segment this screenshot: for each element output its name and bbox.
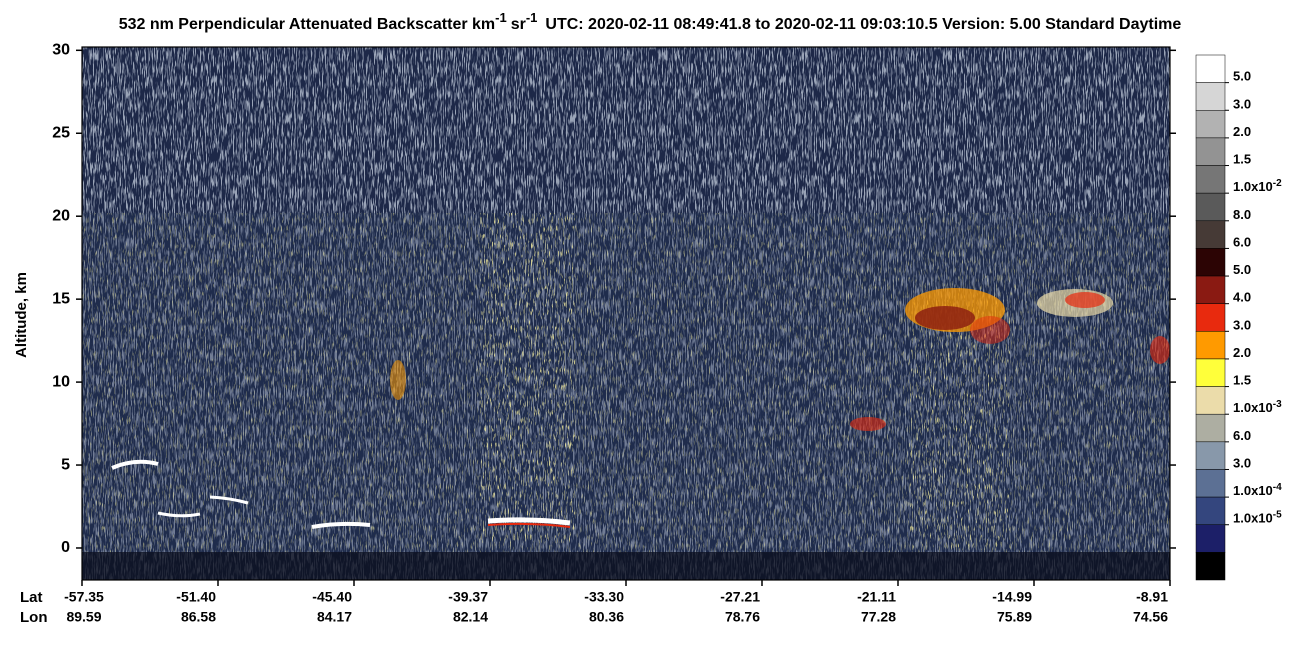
title-text: sr [511, 16, 526, 33]
colorbar-swatch [1195, 496, 1226, 525]
colorbar-swatch [1195, 54, 1226, 83]
x-tick-label: 82.14 [453, 609, 488, 625]
y-tick-label: 15 [52, 290, 70, 307]
colorbar: 5.03.02.01.51.0x10-28.06.05.04.03.02.01.… [1195, 54, 1282, 581]
y-tick-label: 20 [52, 207, 70, 224]
colorbar-label: 1.0x10-5 [1233, 509, 1282, 526]
colorbar-label: 5.0 [1233, 262, 1251, 277]
colorbar-label: 1.0x10-2 [1233, 178, 1282, 195]
colorbar-label-text: 6.0 [1233, 235, 1251, 250]
colorbar-label-text: 1.0x10 [1233, 484, 1273, 499]
x-tick-label: 77.28 [861, 609, 896, 625]
colorbar-swatch [1195, 165, 1226, 194]
colorbar-label-text: 6.0 [1233, 428, 1251, 443]
y-tick-label: 25 [52, 124, 70, 141]
y-tick-label: 30 [52, 42, 70, 59]
surface [82, 552, 1170, 580]
title-text: UTC: 2020-02-11 08:49:41.8 to 2020-02-11… [545, 16, 1181, 33]
x-row-name: Lon [20, 609, 48, 626]
colorbar-swatch [1195, 110, 1226, 139]
x-tick-label: 80.36 [589, 609, 624, 625]
x-tick-label: -45.40 [312, 589, 352, 605]
colorbar-label: 6.0 [1233, 428, 1251, 443]
x-tick-label: 78.76 [725, 609, 760, 625]
colorbar-label-text: 1.5 [1233, 373, 1251, 388]
colorbar-label-exponent: -2 [1273, 178, 1282, 189]
backscatter-image [82, 47, 1170, 580]
title-superscript: -1 [526, 10, 538, 25]
x-tick-label: -14.99 [992, 589, 1032, 605]
colorbar-label: 3.0 [1233, 318, 1251, 333]
colorbar-label-text: 1.5 [1233, 152, 1251, 167]
colorbar-label-text: 2.0 [1233, 345, 1251, 360]
x-tick-label: -33.30 [584, 589, 624, 605]
colorbar-swatch [1195, 303, 1226, 332]
colorbar-label-text: 2.0 [1233, 124, 1251, 139]
chart-title: 532 nm Perpendicular Attenuated Backscat… [119, 10, 1182, 33]
x-tick-label: -8.91 [1136, 589, 1168, 605]
colorbar-swatch [1195, 137, 1226, 166]
x-tick-label: -21.11 [857, 589, 896, 605]
colorbar-swatch [1195, 469, 1226, 498]
colorbar-label: 6.0 [1233, 235, 1251, 250]
x-tick-label: 74.56 [1133, 609, 1168, 625]
colorbar-swatch [1195, 275, 1226, 304]
colorbar-swatch [1195, 552, 1226, 581]
colorbar-label-text: 3.0 [1233, 318, 1251, 333]
y-tick-label: 0 [61, 539, 70, 556]
colorbar-label-text: 1.0x10 [1233, 511, 1273, 526]
colorbar-label: 1.0x10-3 [1233, 399, 1282, 416]
colorbar-label: 8.0 [1233, 207, 1251, 222]
colorbar-label-text: 3.0 [1233, 97, 1251, 112]
colorbar-swatch [1195, 386, 1226, 415]
colorbar-label-text: 1.0x10 [1233, 401, 1273, 416]
title-text: 532 nm Perpendicular Attenuated Backscat… [119, 16, 495, 33]
colorbar-swatch [1195, 248, 1226, 277]
x-tick-label: -27.21 [720, 589, 760, 605]
y-axis-label: Altitude, km [13, 272, 30, 358]
x-tick-label: -51.40 [176, 589, 216, 605]
x-tick-label: -57.35 [64, 589, 104, 605]
colorbar-swatch [1195, 331, 1226, 360]
x-tick-label: 84.17 [317, 609, 352, 625]
colorbar-label: 3.0 [1233, 456, 1251, 471]
colorbar-swatch [1195, 220, 1226, 249]
colorbar-label: 3.0 [1233, 97, 1251, 112]
y-tick-label: 10 [52, 373, 70, 390]
colorbar-label-text: 5.0 [1233, 262, 1251, 277]
colorbar-label: 2.0 [1233, 345, 1251, 360]
colorbar-label-text: 1.0x10 [1233, 180, 1273, 195]
colorbar-label-exponent: -4 [1273, 482, 1282, 493]
colorbar-label: 1.5 [1233, 152, 1251, 167]
colorbar-label-exponent: -5 [1273, 509, 1282, 520]
title-superscript: -1 [495, 10, 507, 25]
cloud [111, 288, 1170, 529]
colorbar-label: 1.0x10-4 [1233, 482, 1282, 499]
x-tick-label: 86.58 [181, 609, 216, 625]
colorbar-swatch [1195, 524, 1226, 553]
colorbar-label-text: 5.0 [1233, 69, 1251, 84]
colorbar-label-text: 8.0 [1233, 207, 1251, 222]
colorbar-label-exponent: -3 [1273, 399, 1282, 410]
colorbar-swatch [1195, 192, 1226, 222]
colorbar-swatch [1195, 413, 1226, 443]
colorbar-swatch [1195, 82, 1226, 111]
colorbar-label: 5.0 [1233, 69, 1251, 84]
x-tick-label: -39.37 [448, 589, 488, 605]
colorbar-label-text: 4.0 [1233, 290, 1251, 305]
colorbar-label: 1.5 [1233, 373, 1251, 388]
y-tick-label: 5 [61, 456, 70, 473]
colorbar-label-text: 3.0 [1233, 456, 1251, 471]
colorbar-label: 4.0 [1233, 290, 1251, 305]
x-tick-label: 75.89 [997, 609, 1032, 625]
colorbar-swatch [1195, 441, 1226, 470]
colorbar-label: 2.0 [1233, 124, 1251, 139]
x-tick-label: 89.59 [66, 609, 101, 625]
texture [480, 213, 575, 543]
x-row-name: Lat [20, 589, 43, 606]
colorbar-swatch [1195, 358, 1226, 387]
